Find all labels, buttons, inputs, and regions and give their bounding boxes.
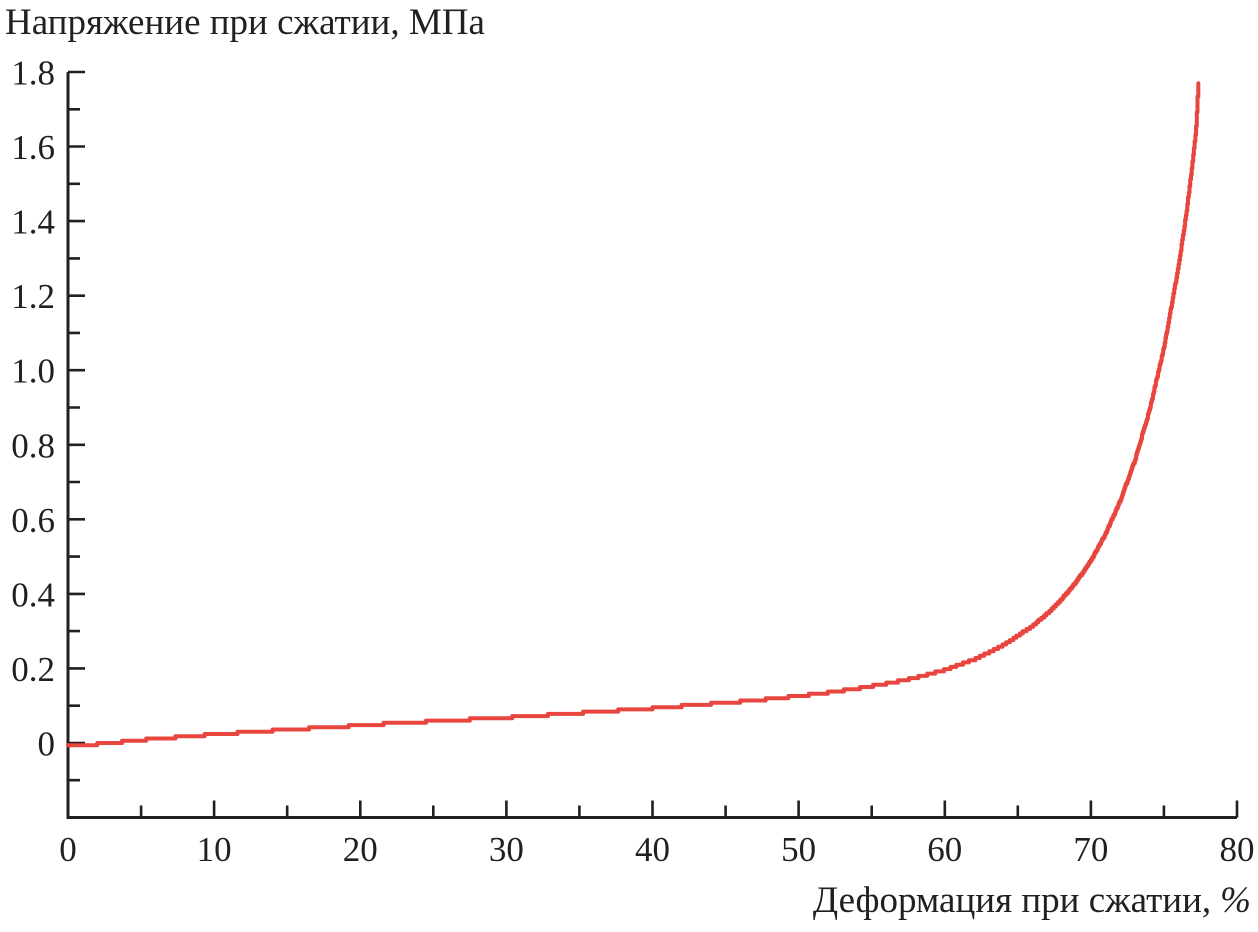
y-tick-label: 1.6 — [11, 128, 55, 167]
y-tick-label: 1.0 — [11, 352, 55, 391]
x-tick-label: 60 — [927, 830, 962, 869]
axis-ticks — [66, 70, 1239, 818]
y-axis-title: Напряжение при сжатии, МПа — [5, 2, 485, 43]
x-tick-label: 0 — [59, 830, 77, 869]
x-tick-label: 30 — [489, 830, 524, 869]
x-tick-label: 80 — [1220, 830, 1255, 869]
y-tick-label: 1.2 — [11, 277, 55, 316]
x-axis-unit-percent: % — [1220, 880, 1251, 921]
x-tick-label: 10 — [197, 830, 232, 869]
x-tick-label: 50 — [781, 830, 816, 869]
y-tick-label: 0 — [38, 725, 56, 764]
y-tick-label: 1.8 — [11, 54, 55, 93]
y-tick-label: 0.2 — [11, 650, 55, 689]
y-tick-label: 0.4 — [11, 575, 55, 614]
stress-strain-curve — [66, 81, 1201, 748]
y-tick-label: 1.4 — [11, 203, 55, 242]
x-axis-title: Деформация при сжатии,% — [812, 880, 1251, 922]
y-tick-label: 0.8 — [11, 426, 55, 465]
y-tick-label: 0.6 — [11, 501, 55, 540]
x-axis-title-text: Деформация при сжатии, — [812, 880, 1212, 921]
x-tick-label: 70 — [1073, 830, 1108, 869]
x-tick-label: 20 — [343, 830, 378, 869]
x-tick-label: 40 — [635, 830, 670, 869]
